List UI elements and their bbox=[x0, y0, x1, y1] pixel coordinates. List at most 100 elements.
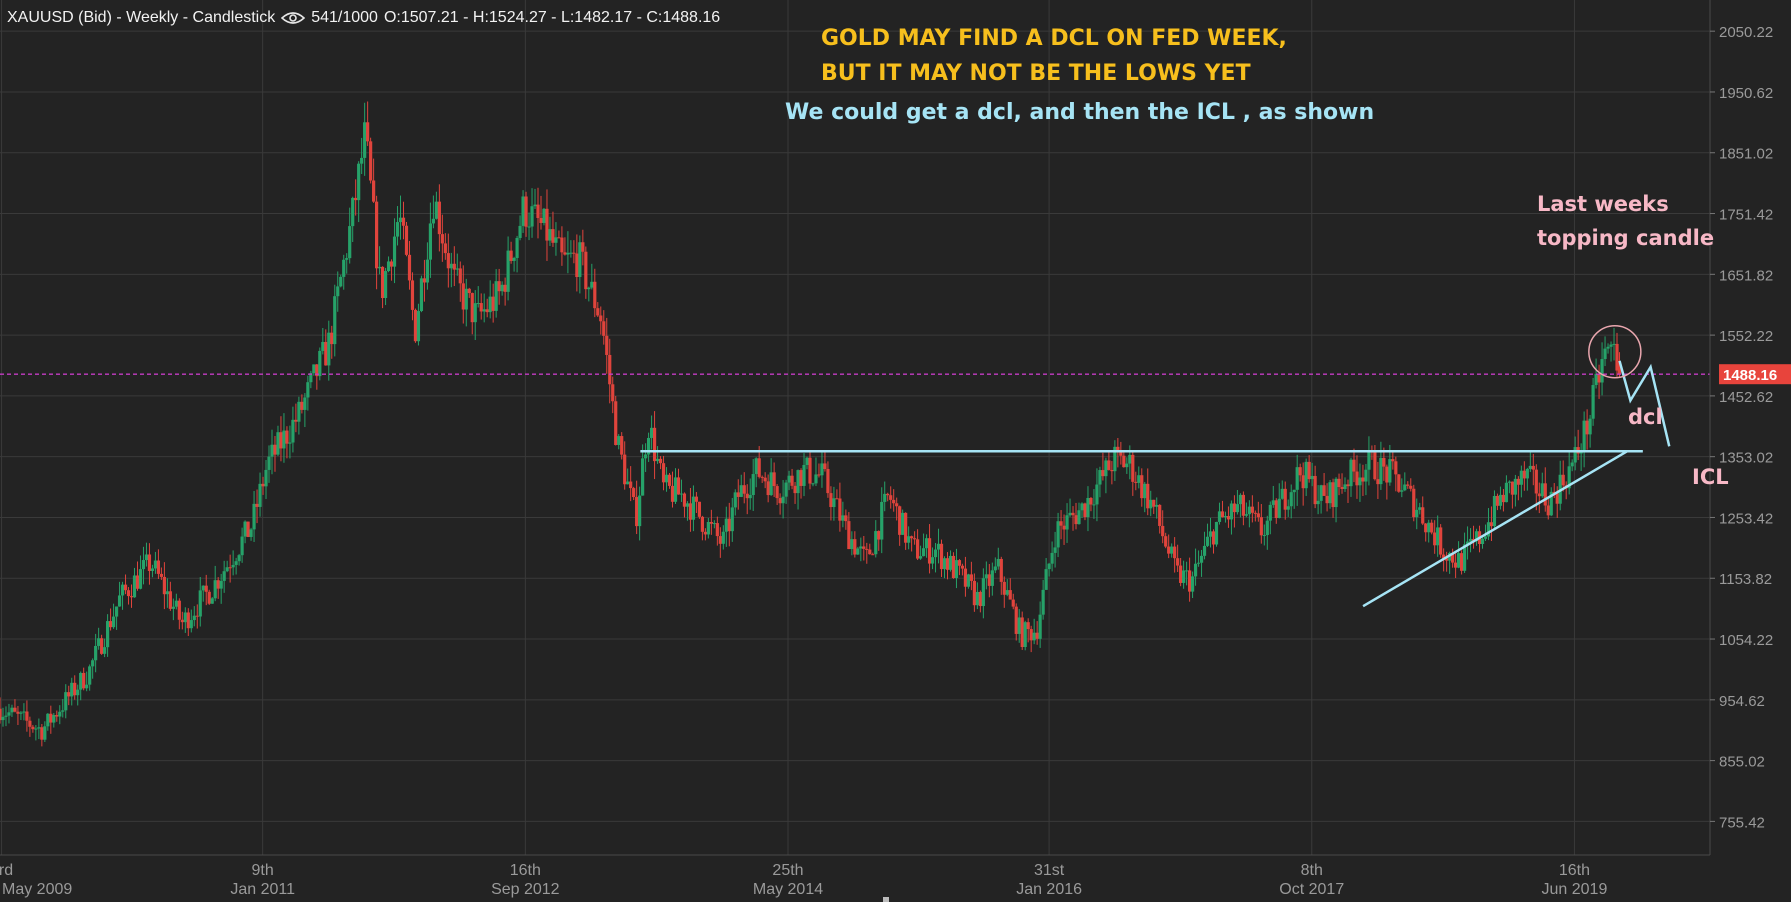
candle-up bbox=[270, 444, 274, 457]
candle-up bbox=[309, 373, 313, 383]
candle-up bbox=[97, 638, 101, 646]
candle-down bbox=[273, 444, 277, 455]
candle-down bbox=[951, 555, 956, 578]
candle-up bbox=[566, 252, 570, 255]
candle-up bbox=[805, 457, 809, 465]
candle-down bbox=[1412, 488, 1416, 518]
candle-up bbox=[117, 595, 122, 607]
candle-up bbox=[646, 437, 651, 455]
candle-up bbox=[428, 223, 433, 260]
candle-down bbox=[835, 498, 839, 500]
candle-down bbox=[1298, 467, 1302, 476]
candle-down bbox=[1421, 507, 1425, 524]
candle-up bbox=[19, 712, 23, 714]
candle-down bbox=[581, 242, 585, 252]
candle-down bbox=[1014, 606, 1018, 634]
time-axis[interactable]: 3rd May 2009 9th Jan 2011 16th Sep 2012 25th Ma… bbox=[0, 854, 1710, 898]
candle-up bbox=[171, 606, 175, 609]
price-axis[interactable]: 2050.22 1950.62 1851.02 1751.42 1651.82 1552.… bbox=[1709, 0, 1791, 855]
candle-down bbox=[228, 567, 232, 569]
candle-up bbox=[449, 263, 453, 269]
candle-down bbox=[661, 463, 666, 483]
candle-up bbox=[578, 242, 582, 278]
candle-up bbox=[114, 606, 119, 617]
candle-up bbox=[724, 518, 728, 532]
candle-up bbox=[288, 442, 292, 444]
candle-up bbox=[730, 507, 734, 532]
candle-down bbox=[1116, 446, 1120, 451]
candle-down bbox=[539, 217, 543, 223]
candle-up bbox=[174, 600, 178, 607]
candle-up bbox=[1137, 475, 1141, 483]
candle-down bbox=[742, 485, 746, 494]
candle-up bbox=[198, 590, 202, 617]
candle-up bbox=[751, 474, 755, 496]
candle-up bbox=[1032, 632, 1036, 641]
resize-grip[interactable] bbox=[883, 897, 889, 902]
candle-down bbox=[760, 476, 764, 478]
candle-up bbox=[1403, 484, 1407, 491]
candle-down bbox=[49, 713, 53, 723]
candle-up bbox=[548, 229, 552, 241]
candle-down bbox=[443, 243, 447, 254]
candle-up bbox=[1235, 504, 1240, 513]
candle-up bbox=[138, 569, 143, 589]
candle-down bbox=[1250, 506, 1254, 513]
candle-down bbox=[1391, 459, 1395, 462]
candle-up bbox=[1603, 348, 1607, 360]
candle-up bbox=[61, 710, 65, 712]
candle-up bbox=[685, 503, 690, 507]
candle-down bbox=[413, 309, 418, 342]
candle-up bbox=[482, 309, 486, 312]
eye-icon[interactable] bbox=[281, 11, 306, 25]
candle-down bbox=[1152, 499, 1156, 507]
candle-down bbox=[410, 280, 415, 310]
candle-up bbox=[234, 561, 238, 565]
candle-down bbox=[1561, 474, 1565, 486]
candle-up bbox=[395, 222, 400, 237]
candle-down bbox=[799, 470, 803, 486]
candle-up bbox=[348, 226, 352, 259]
candle-up bbox=[419, 278, 424, 312]
price-tick-label: 1552.22 bbox=[1719, 328, 1773, 345]
candle-down bbox=[1029, 629, 1033, 641]
candle-down bbox=[987, 574, 991, 586]
candle-down bbox=[1373, 452, 1377, 480]
candle-up bbox=[1229, 503, 1234, 520]
candle-up bbox=[933, 549, 938, 558]
candle-down bbox=[910, 536, 914, 539]
time-tick-day: 31st bbox=[1034, 862, 1065, 879]
candle-up bbox=[1098, 470, 1102, 485]
candle-down bbox=[467, 288, 471, 294]
candle-up bbox=[512, 257, 516, 261]
time-tick-day: 16th bbox=[1559, 862, 1590, 879]
candle-up bbox=[691, 496, 696, 520]
candle-down bbox=[330, 332, 334, 345]
price-tick-label: 1253.42 bbox=[1719, 510, 1773, 527]
candle-up bbox=[383, 271, 388, 299]
candle-down bbox=[1313, 475, 1317, 505]
candle-up bbox=[4, 715, 8, 717]
candle-up bbox=[431, 218, 435, 224]
candle-down bbox=[1226, 516, 1231, 520]
candle-up bbox=[1262, 535, 1266, 537]
candle-up bbox=[1113, 446, 1117, 472]
candle-down bbox=[204, 585, 208, 592]
candle-up bbox=[237, 555, 241, 562]
candle-up bbox=[984, 574, 988, 579]
candle-down bbox=[186, 612, 190, 629]
candle-down bbox=[978, 591, 982, 607]
candle-down bbox=[1510, 481, 1514, 495]
candle-up bbox=[644, 454, 648, 459]
candle-down bbox=[838, 498, 842, 521]
candle-up bbox=[530, 206, 534, 227]
candle-up bbox=[1196, 562, 1201, 564]
candle-up bbox=[1582, 420, 1586, 453]
candle-up bbox=[1247, 506, 1251, 515]
candle-down bbox=[703, 531, 707, 535]
candle-up bbox=[649, 427, 654, 438]
time-tick-month: Jan 2011 bbox=[230, 881, 295, 898]
price-tick-label: 1851.02 bbox=[1719, 146, 1773, 163]
candle-up bbox=[542, 208, 546, 223]
